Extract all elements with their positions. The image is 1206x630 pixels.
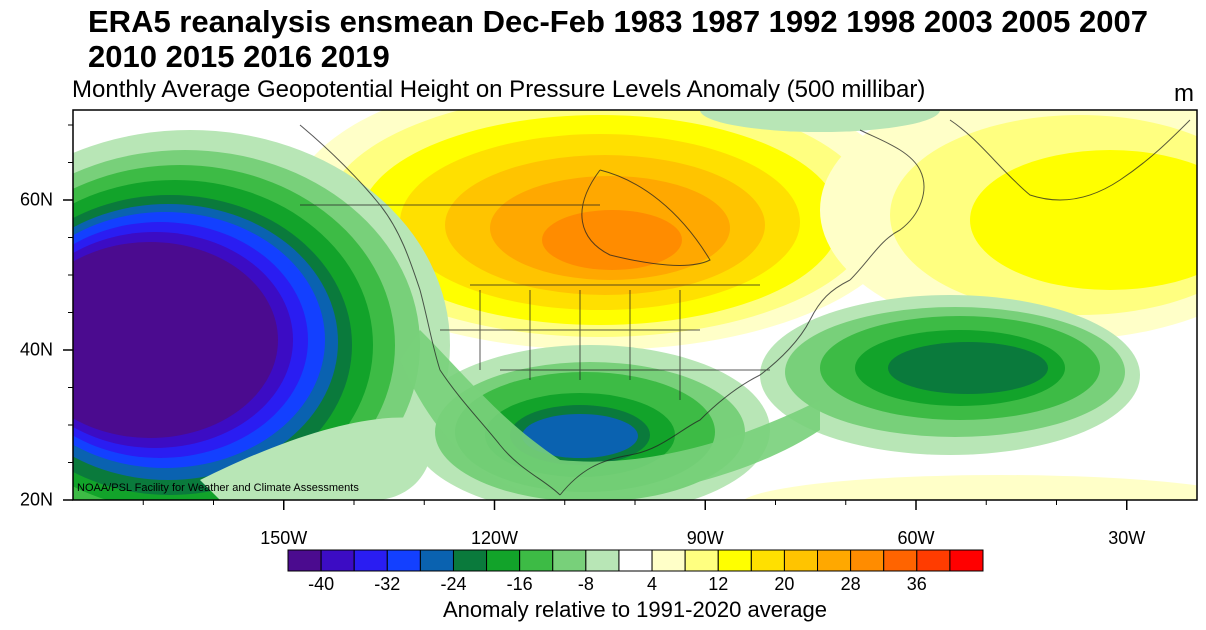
colorbar-swatch [353,549,388,572]
colorbar-swatch [717,549,752,572]
colorbar-swatch [750,549,785,572]
colorbar-tick-label: -16 [506,574,533,594]
colorbar-tick-label: -32 [374,574,401,594]
positive-anomaly-canada [290,110,910,350]
colorbar-swatch [452,549,488,572]
colorbar-tick-label: 12 [708,574,729,594]
anomaly-field [73,110,1197,500]
colorbar-swatch [850,549,885,572]
negative-anomaly-atlantic [760,295,1140,455]
colorbar-swatch [552,549,587,572]
colorbar-swatch [618,549,653,572]
colorbar-swatch [320,549,355,572]
positive-anomaly-greenland [820,110,1197,340]
colorbar-tick-label: -40 [308,574,335,594]
x-tick-label: 30W [1108,528,1146,548]
colorbar-swatch [684,549,719,572]
data-credit: NOAA/PSL Facility for Weather and Climat… [77,482,359,494]
colorbar-title: Anomaly relative to 1991-2020 average [442,597,828,622]
colorbar-swatch [949,549,984,572]
colorbar-swatch [386,549,421,572]
colorbar-swatch [519,549,554,572]
colorbar-tick-label: 36 [906,574,927,594]
x-tick-label: 90W [686,528,724,548]
colorbar-swatch [419,549,454,572]
colorbar-swatch [817,549,852,572]
arctic-negative [700,110,940,132]
colorbar-swatch [883,549,918,572]
negative-anomaly-pacific [73,130,450,500]
colorbar-swatch [287,549,322,572]
map-title: ERA5 reanalysis ensmean Dec-Feb 1983 198… [88,4,1148,74]
map-subtitle: Monthly Average Geopotential Height on P… [72,76,926,103]
y-tick-label: 40N [20,339,54,360]
coastlines [299,119,1191,496]
x-tick-label: 120W [470,528,519,548]
colorbar-tick-label: -8 [577,574,594,594]
colorbar-swatch [783,549,819,572]
y-tick-label: 20N [20,489,54,510]
colorbar-tick-label: 28 [840,574,861,594]
subtropical-positive [743,475,1197,500]
colorbar-tick-label: 4 [647,574,658,594]
colorbar-swatch [585,549,620,572]
unit-label: m [1174,80,1194,107]
x-tick-label: 150W [260,528,308,548]
axis-ticks [63,124,1128,510]
colorbar-tick-label: -24 [440,574,467,594]
colorbar-tick-label: 20 [774,574,795,594]
colorbar [287,549,984,572]
y-tick-label: 60N [20,189,54,210]
colorbar-swatch [651,549,686,572]
x-tick-label: 60W [897,528,935,548]
colorbar-swatch [486,549,521,572]
colorbar-swatch [916,549,951,572]
